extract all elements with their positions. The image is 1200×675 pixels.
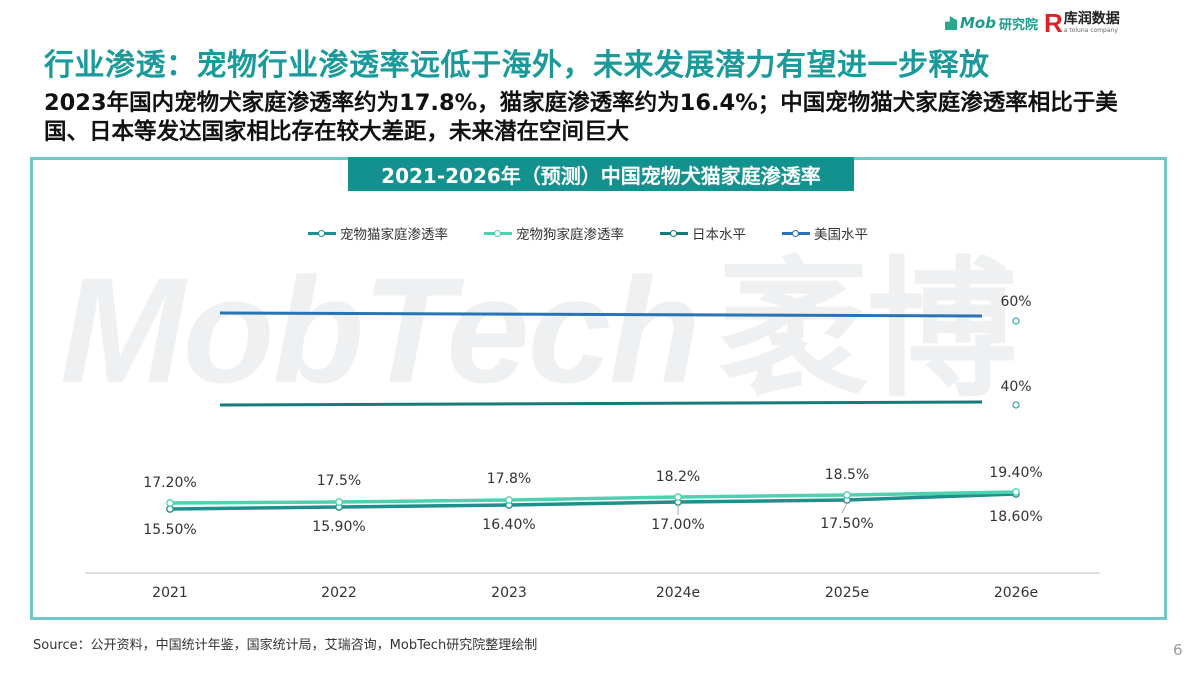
legend-item: 宠物猫家庭渗透率 — [308, 223, 448, 243]
mob-research-logo: Mob 研究院 — [945, 14, 1038, 33]
dog-value-label: 17.20% — [143, 475, 196, 491]
dog-point — [674, 493, 682, 501]
dog-point — [505, 496, 513, 504]
kurun-data-logo: R 库润数据 a toluna company — [1044, 10, 1120, 36]
us-level-line — [219, 311, 983, 318]
header-logos: Mob 研究院 R 库润数据 a toluna company — [945, 8, 1120, 38]
dog-point — [335, 498, 343, 506]
dog-series-line — [169, 490, 1017, 505]
legend-label: 宠物狗家庭渗透率 — [516, 227, 624, 243]
legend-item: 美国水平 — [782, 223, 868, 243]
x-tick-label: 2024e — [656, 585, 700, 601]
page-title: 行业渗透：宠物行业渗透率远低于海外，未来发展潜力有望进一步释放 — [44, 48, 990, 83]
cat-value-label: 17.00% — [651, 517, 704, 533]
cat-value-label: 17.50% — [820, 516, 873, 532]
mob-logo-text: Mob — [960, 14, 996, 32]
legend-line-marker-icon — [660, 228, 688, 238]
dog-point — [1012, 488, 1020, 496]
us-level-marker — [1012, 317, 1020, 325]
cat-series-line — [169, 492, 1017, 511]
legend-label: 日本水平 — [692, 227, 746, 243]
x-tick-label: 2023 — [491, 585, 527, 601]
label-leader-line — [841, 502, 848, 514]
japan-level-marker — [1012, 401, 1020, 409]
x-tick-label: 2026e — [994, 585, 1038, 601]
dog-value-label: 19.40% — [989, 465, 1042, 481]
x-tick-label: 2022 — [321, 585, 357, 601]
cat-value-label: 15.50% — [143, 522, 196, 538]
legend-item: 宠物狗家庭渗透率 — [484, 223, 624, 243]
watermark: MobTech 袤博 — [60, 246, 1017, 414]
legend-item: 日本水平 — [660, 223, 746, 243]
us-level-label: 60% — [1000, 294, 1031, 310]
legend-line-marker-icon — [308, 228, 336, 238]
source-note: Source：公开资料，中国统计年鉴，国家统计局，艾瑞咨询，MobTech研究院… — [33, 638, 538, 653]
legend-line-marker-icon — [782, 228, 810, 238]
dog-value-label: 18.2% — [656, 469, 700, 485]
japan-level-label: 40% — [1000, 379, 1031, 395]
r-logo-icon: R — [1044, 8, 1063, 38]
x-tick-label: 2021 — [152, 585, 188, 601]
legend-label: 美国水平 — [814, 227, 868, 243]
legend-line-marker-icon — [484, 228, 512, 238]
dog-value-label: 17.5% — [317, 473, 361, 489]
page-number: 6 — [1173, 641, 1183, 659]
dog-value-label: 17.8% — [487, 471, 531, 487]
cat-value-label: 18.60% — [989, 509, 1042, 525]
legend-label: 宠物猫家庭渗透率 — [340, 227, 448, 243]
chart-legend: 宠物猫家庭渗透率 宠物狗家庭渗透率 日本水平 美国水平 — [308, 223, 868, 243]
mob-logo-subtext: 研究院 — [998, 17, 1038, 33]
dog-point — [843, 491, 851, 499]
dog-value-label: 18.5% — [825, 467, 869, 483]
chart-title: 2021-2026年（预测）中国宠物犬猫家庭渗透率 — [348, 157, 854, 191]
page-subtitle: 2023年国内宠物犬家庭渗透率约为17.8%，猫家庭渗透率约为16.4%；中国宠… — [44, 90, 1118, 145]
japan-level-line — [219, 400, 983, 407]
cat-value-label: 15.90% — [312, 519, 365, 535]
kurun-data-tagline: a toluna company — [1063, 27, 1118, 34]
cat-value-label: 16.40% — [482, 517, 535, 533]
kurun-data-name: 库润数据 — [1063, 11, 1120, 27]
x-tick-label: 2025e — [825, 585, 869, 601]
dog-point — [166, 499, 174, 507]
